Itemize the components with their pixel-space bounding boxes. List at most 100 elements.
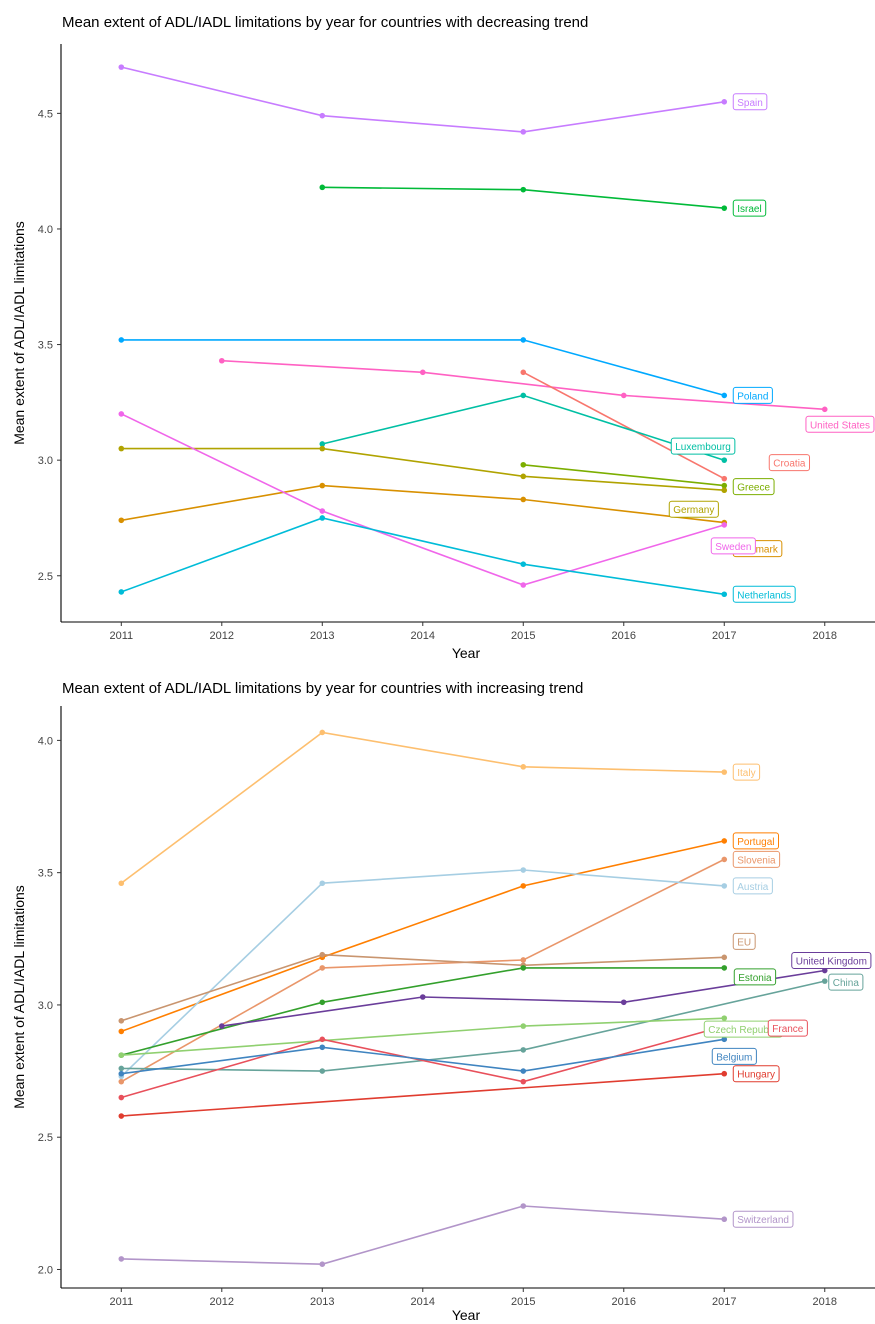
data-point-slovenia xyxy=(319,965,326,971)
series-label-box xyxy=(791,952,872,970)
series-line-austria xyxy=(120,869,725,1077)
data-point-spain xyxy=(721,99,728,105)
series-line-eu xyxy=(121,953,725,1022)
series-line-belgium xyxy=(121,1038,725,1075)
x-tick-label: 2011 xyxy=(109,630,133,642)
data-point-austria xyxy=(721,883,728,889)
series-label-spain: Spain xyxy=(732,93,768,111)
data-point-italy xyxy=(118,880,125,887)
series-label-box xyxy=(732,1065,780,1083)
data-point-switzerland xyxy=(520,1203,527,1209)
series-label-text: Netherlands xyxy=(737,590,791,601)
series-label-germany: Germany xyxy=(668,500,719,518)
series-label-box xyxy=(711,1047,757,1065)
series-label-text: Germany xyxy=(673,505,714,516)
data-point-united-kingdom xyxy=(218,1023,225,1029)
series-label-text: Spain xyxy=(737,98,763,109)
series-label-box xyxy=(732,93,768,111)
series-label-greece: Greece xyxy=(732,478,775,496)
series-label-italy: Italy xyxy=(732,763,761,781)
series-label-box xyxy=(668,500,719,518)
data-point-italy xyxy=(721,769,728,775)
data-point-germany xyxy=(721,487,728,494)
series-label-text: Croatia xyxy=(773,459,806,470)
series-label-eu: EU xyxy=(732,932,756,950)
data-point-germany xyxy=(520,473,527,480)
x-tick-label: 2014 xyxy=(411,630,435,642)
data-point-united-kingdom xyxy=(419,994,426,1000)
series-label-austria: Austria xyxy=(732,877,773,895)
data-point-switzerland xyxy=(319,1261,326,1267)
data-point-luxembourg xyxy=(319,441,326,447)
y-tick-label: 4.0 xyxy=(38,735,53,747)
data-point-switzerland xyxy=(118,1256,125,1262)
data-point-slovenia xyxy=(118,1078,125,1085)
x-axis-title: Year xyxy=(452,645,481,661)
series-label-text: United States xyxy=(810,420,870,431)
chart-title: Mean extent of ADL/IADL limitations by y… xyxy=(62,14,588,31)
series-label-box xyxy=(733,968,777,986)
data-point-croatia xyxy=(721,475,728,482)
y-tick-label: 4.0 xyxy=(38,224,53,236)
series-label-box xyxy=(732,478,775,496)
series-line-united-states xyxy=(221,359,825,411)
series-label-hungary: Hungary xyxy=(732,1065,780,1083)
series-label-box xyxy=(710,537,756,555)
y-tick-label: 3.5 xyxy=(38,868,53,880)
series-line-spain xyxy=(121,66,725,133)
data-point-germany xyxy=(118,445,125,452)
series-label-croatia: Croatia xyxy=(768,454,811,472)
data-point-france xyxy=(319,1036,326,1043)
data-point-united-states xyxy=(821,406,828,413)
series-label-netherlands: Netherlands xyxy=(732,585,796,603)
x-tick-label: 2017 xyxy=(712,1296,736,1308)
series-label-text: Italy xyxy=(737,768,755,779)
data-point-greece xyxy=(520,461,527,468)
series-label-text: France xyxy=(772,1024,804,1035)
series-line-sweden xyxy=(120,413,725,586)
data-point-czech-republic xyxy=(118,1052,125,1058)
data-point-china xyxy=(520,1047,527,1053)
series-line-estonia xyxy=(121,967,725,1056)
axis-ticks: 2011 2012 2013 2014 2015 2016 2017 2018 2.5 3.0 3.… xyxy=(38,108,837,642)
y-tick-label: 2.0 xyxy=(38,1264,53,1276)
data-point-slovenia xyxy=(721,856,728,863)
series-label-box xyxy=(732,585,796,603)
data-point-eu xyxy=(118,1018,125,1024)
data-point-denmark xyxy=(319,482,326,489)
series-line-poland xyxy=(121,339,725,397)
increasing-trend-panel: Mean extent of ADL/IADL limitations by y… xyxy=(11,680,875,1323)
x-tick-label: 2015 xyxy=(511,630,535,642)
series-label-portugal: Portugal xyxy=(732,832,780,850)
series-label-box xyxy=(732,850,781,868)
series-label-box xyxy=(732,386,773,404)
data-point-belgium xyxy=(118,1070,125,1077)
series-label-poland: Poland xyxy=(732,386,773,404)
series-label-box xyxy=(767,1019,808,1037)
data-point-poland xyxy=(118,337,125,343)
series-line-italy xyxy=(120,731,725,884)
series-label-united-kingdom: United Kingdom xyxy=(791,952,872,970)
data-point-hungary xyxy=(721,1070,728,1077)
series-group xyxy=(118,64,828,598)
series-label-text: Hungary xyxy=(737,1070,775,1081)
series-label-israel: Israel xyxy=(732,199,767,217)
data-point-united-kingdom xyxy=(620,999,627,1006)
series-line-netherlands xyxy=(121,517,725,596)
data-point-sweden xyxy=(319,508,326,514)
y-tick-label: 4.5 xyxy=(38,108,53,120)
axis-ticks: 2011 2012 2013 2014 2015 2016 2017 2018 2.0 2.5 3.… xyxy=(38,735,837,1308)
data-point-sweden xyxy=(118,411,125,417)
y-tick-label: 2.5 xyxy=(38,571,53,583)
series-label-luxembourg: Luxembourg xyxy=(670,437,736,455)
series-label-text: Czech Republic xyxy=(708,1025,778,1036)
data-point-denmark xyxy=(118,517,125,524)
series-label-text: Portugal xyxy=(737,837,774,848)
series-line-switzerland xyxy=(121,1205,725,1266)
x-axis-title: Year xyxy=(452,1307,481,1323)
series-label-estonia: Estonia xyxy=(733,968,777,986)
data-point-estonia xyxy=(319,999,326,1006)
data-point-poland xyxy=(721,392,728,399)
x-tick-label: 2014 xyxy=(411,1296,435,1308)
series-label-sweden: Sweden xyxy=(710,537,756,555)
